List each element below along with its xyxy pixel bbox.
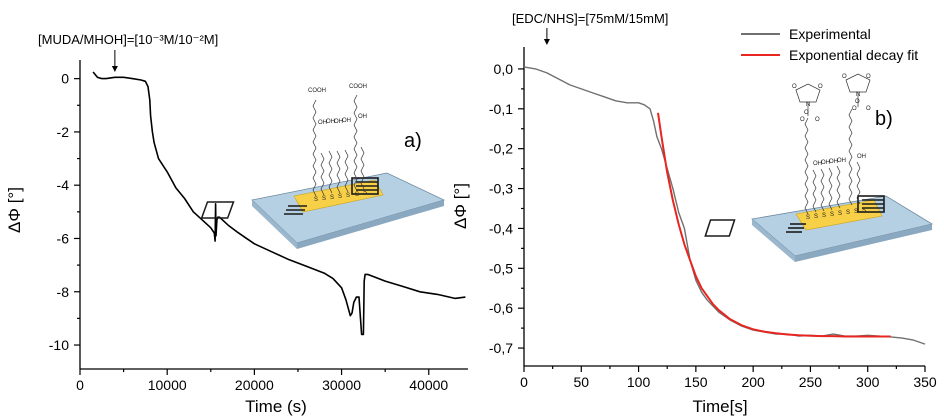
y-tick-label: -2 [57,124,70,140]
chem-label: S [838,211,842,217]
y-tick-label: -0,4 [489,220,513,236]
chem-label: O [800,117,805,123]
chem-label: S [806,215,810,221]
chart-b-series-exponential-fit [657,112,891,338]
legend-label-experimental: Experimental [789,26,871,42]
chart-panel-b: 0 50 100 150 200 250 300 350 0,0 -0,1 -0,2 -0,3 -0,4… [451,11,937,416]
chart-a-tick-labels: 0 10000 20000 30000 40000 0 -2 -4 -6 -8 -10 [49,71,449,393]
chem-label: S [322,196,326,202]
chart-a-y-label: ΔΦ [°] [5,187,24,233]
chem-label: O [866,74,871,80]
x-tick-label: 30000 [322,377,361,393]
chem-label: S [314,197,318,203]
chem-label: N [806,102,810,108]
chart-b-annotation: [EDC/NHS]=[75mM/15mM] [512,11,668,26]
chem-label: S [814,214,818,220]
chart-b-annotation-arrow-head [543,39,550,45]
chem-label: S [338,194,342,200]
chem-label: O [818,84,823,90]
chem-label: OH [829,159,838,165]
y-tick-label: -0,5 [489,260,513,276]
chem-label: S [346,193,350,199]
legend-label-exponential-fit: Exponential decay fit [789,47,918,63]
chem-label: OH [821,160,830,166]
chem-label: S [862,208,866,214]
chart-a-annotation: [MUDA/MHOH]=[10⁻³M/10⁻²M] [38,32,218,47]
x-tick-label: 20000 [235,377,274,393]
x-tick-label: 100 [627,374,651,390]
chem-label: O [842,74,847,80]
x-tick-label: 200 [741,374,765,390]
y-tick-label: -0,3 [489,181,513,197]
chart-a-ticks [74,78,430,375]
chem-label: S [363,190,367,196]
y-tick-label: -4 [57,177,70,193]
y-tick-label: -8 [57,284,70,300]
chart-a-series-line [92,71,466,336]
chem-label: O [815,117,820,123]
x-tick-label: 40000 [409,377,448,393]
x-tick-label: 150 [684,374,708,390]
chart-b-x-label: Time[s] [692,397,747,416]
chart-panel-a: 0 10000 20000 30000 40000 0 -2 -4 -6 -8 -10 Time (… [5,32,468,416]
chem-label: S [846,210,850,216]
chart-b-legend: Experimental Exponential decay fit [741,26,918,63]
chart-b-panel-label: b) [875,108,893,130]
chem-label: S [330,195,334,201]
chem-label: S [830,212,834,218]
x-tick-label: 250 [799,374,823,390]
chem-label: S [355,192,359,198]
y-tick-label: -6 [57,230,70,246]
chem-label: OH [318,120,327,126]
chem-label: O [792,84,797,90]
chart-a-panel-label: a) [404,130,422,152]
chem-label: OH [813,161,822,167]
chart-a-x-label: Time (s) [245,397,307,416]
chem-label: N [856,92,860,98]
chem-label: O [804,110,809,116]
chem-label: COOH [308,88,326,94]
x-tick-label: 300 [856,374,880,390]
chem-label: O [852,106,857,112]
chem-label: O [866,106,871,112]
y-tick-label: 0 [61,71,69,87]
x-tick-label: 10000 [148,377,187,393]
chem-label: OH [857,154,866,160]
chem-label: OH [342,118,351,124]
chart-b-y-label: ΔΦ [°] [451,183,470,229]
y-tick-label: -0,6 [489,300,513,316]
chem-label: OH [334,119,343,125]
chem-label: COOH [349,84,367,90]
chart-b-ticks [518,68,926,372]
chem-label: O [855,99,860,105]
chem-label: S [822,213,826,219]
chart-b-tick-labels: 0 50 100 150 200 250 300 350 0,0 -0,1 -0,2 -0,3 -0,4… [489,61,937,390]
chart-a-annotation-arrow-head [111,66,118,72]
chem-label: S [854,209,858,215]
y-tick-label: -0,7 [489,340,513,356]
chem-label: OH [326,119,335,125]
chem-label: OH [358,114,367,120]
y-tick-label: -10 [49,337,69,353]
x-tick-label: 350 [913,374,937,390]
chem-label: OH [837,158,846,164]
x-tick-label: 50 [573,374,589,390]
x-tick-label: 0 [520,374,528,390]
y-tick-label: -0,1 [489,101,513,117]
y-tick-label: -0,2 [489,141,513,157]
x-tick-label: 0 [76,377,84,393]
y-tick-label: 0,0 [494,61,514,77]
